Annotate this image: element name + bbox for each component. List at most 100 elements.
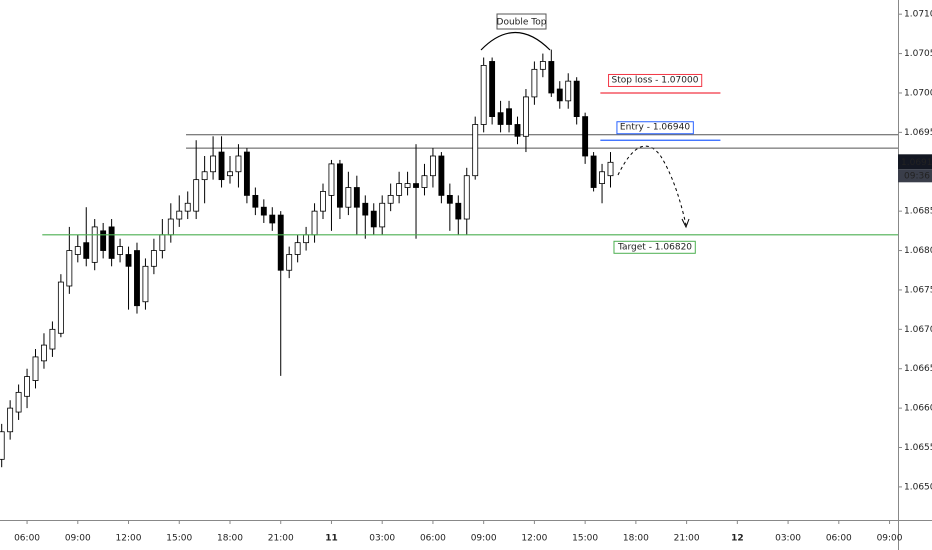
candle-body — [311, 210, 318, 236]
candle-body — [463, 175, 470, 220]
candle-body — [24, 376, 30, 397]
candle-body — [66, 250, 73, 287]
candle-body — [277, 214, 284, 271]
candle-body — [74, 246, 81, 255]
x-tick-label: 06:00 — [14, 534, 40, 544]
y-tick-label: 1.07100 — [904, 10, 932, 20]
candle-body — [370, 210, 377, 228]
last-price-tag — [898, 154, 932, 170]
x-tick-label: 15:00 — [572, 534, 598, 544]
y-tick-label: 1.06550 — [904, 443, 932, 453]
candle-body — [134, 250, 140, 307]
candle-body — [83, 242, 90, 259]
candle-body — [472, 124, 479, 177]
candle-body — [142, 265, 149, 303]
candle-body — [379, 202, 386, 228]
candle-body — [429, 155, 436, 177]
candle-body — [455, 202, 462, 220]
x-tick-label: 15:00 — [166, 534, 192, 544]
trade-label: Entry - 1.06940 — [620, 123, 690, 133]
x-tick-label: 03:00 — [369, 534, 395, 544]
candle-body — [117, 246, 124, 255]
candle-body — [320, 191, 326, 212]
candle-body — [556, 88, 563, 102]
trade-label: Target - 1.06820 — [617, 242, 692, 252]
y-tick-label: 1.06800 — [904, 246, 932, 256]
candle-body — [260, 206, 267, 216]
x-tick-label: 12 — [731, 534, 744, 544]
x-tick-label: 18:00 — [623, 534, 649, 544]
candle-body — [32, 356, 39, 381]
candle-body — [421, 175, 428, 188]
x-tick-label: 18:00 — [217, 534, 243, 544]
x-tick-label: 03:00 — [775, 534, 801, 544]
candle-body — [193, 179, 200, 212]
trade-label-box — [608, 73, 703, 87]
candle-body — [286, 254, 293, 271]
candle-body — [125, 254, 132, 267]
candle-body — [176, 210, 183, 220]
y-tick-label: 1.06600 — [904, 404, 932, 414]
projection-arrow — [681, 218, 690, 229]
candle-body — [100, 230, 107, 251]
candle-body — [235, 155, 242, 173]
candle-body — [565, 80, 572, 102]
candle-body — [294, 242, 301, 255]
candle-body — [548, 61, 555, 94]
trade-label-box — [616, 121, 694, 135]
candle-body — [184, 202, 191, 212]
x-tick-label: 12:00 — [521, 534, 547, 544]
candle-body — [396, 183, 403, 196]
candle-body — [0, 431, 5, 460]
last-price-label: 1.06912 — [901, 158, 932, 168]
candle-body — [353, 187, 360, 208]
candle-body — [243, 151, 250, 196]
trade-label: Stop loss - 1.07000 — [612, 75, 699, 85]
candle-body — [201, 171, 208, 181]
candle-body — [57, 281, 64, 334]
candle-body — [404, 183, 411, 188]
x-tick-label: 21:00 — [674, 534, 700, 544]
y-tick-label: 1.06750 — [904, 285, 932, 295]
x-tick-label: 06:00 — [826, 534, 852, 544]
x-tick-label: 09:00 — [471, 534, 497, 544]
x-tick-label: 09:00 — [877, 534, 903, 544]
candle-body — [489, 61, 496, 118]
candle-body — [269, 214, 276, 224]
y-tick-label: 1.06650 — [904, 364, 932, 374]
candle-body — [15, 391, 22, 413]
candle-body — [328, 163, 335, 196]
candle-body — [573, 80, 580, 118]
y-tick-label: 1.07050 — [904, 49, 932, 59]
candle-body — [49, 328, 56, 350]
x-tick-label: 06:00 — [420, 534, 446, 544]
trade-label-box — [613, 240, 696, 254]
candle-body — [531, 68, 538, 98]
candle-body — [167, 218, 174, 236]
candle-body — [303, 234, 310, 244]
candle-body — [438, 155, 445, 196]
candle-body — [227, 171, 233, 177]
pattern-label: Double Top — [497, 18, 547, 28]
x-tick-label: 12:00 — [116, 534, 142, 544]
candle-body — [590, 155, 597, 188]
candle-body — [252, 194, 259, 208]
candle-body — [514, 124, 521, 137]
x-tick-label: 09:00 — [65, 534, 91, 544]
candle-body — [41, 344, 47, 362]
y-tick-label: 1.06950 — [904, 128, 932, 138]
candle-body — [446, 194, 453, 204]
candle-body — [523, 96, 529, 137]
y-tick-label: 1.06850 — [904, 207, 932, 217]
candle-body — [599, 171, 605, 184]
y-tick-label: 1.07000 — [904, 88, 932, 98]
y-tick-label: 1.06700 — [904, 325, 932, 335]
candle-body — [480, 64, 487, 125]
x-tick-label: 11 — [325, 534, 338, 544]
candle-body — [336, 163, 343, 208]
countdown-label: 09:36 — [904, 171, 930, 181]
candle-body — [582, 116, 589, 157]
candle-body — [91, 226, 98, 263]
candle-body — [345, 187, 352, 208]
